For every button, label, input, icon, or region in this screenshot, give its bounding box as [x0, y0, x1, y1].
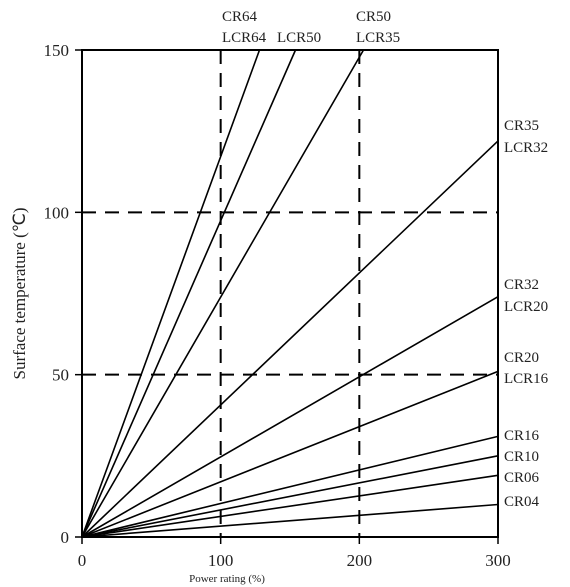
series-label: LCR50 [277, 30, 321, 46]
series-line [81, 49, 261, 538]
y-tick-label: 150 [44, 41, 70, 60]
series-label: LCR64 [222, 30, 267, 46]
y-tick-label: 0 [61, 528, 70, 547]
y-tick-label: 100 [44, 203, 70, 222]
series-label: CR64 [222, 9, 258, 25]
series-lines [81, 49, 499, 538]
x-tick-label: 0 [78, 551, 87, 570]
axis-ticks: 0 100 200 300 0 50 100 150 [44, 41, 511, 570]
plot-frame [81, 49, 499, 538]
series-line [81, 474, 499, 538]
series-label: CR16 [504, 428, 540, 444]
series-label: CR35 [504, 118, 539, 134]
series-label: LCR20 [504, 299, 548, 315]
series-label: LCR32 [504, 140, 548, 156]
series-label: LCR35 [356, 30, 400, 46]
series-label: CR06 [504, 470, 540, 486]
series-line [81, 370, 499, 538]
series-line [81, 435, 499, 538]
series-label: CR20 [504, 350, 539, 366]
series-label: CR10 [504, 449, 539, 465]
series-label: CR32 [504, 277, 539, 293]
x-tick-label: 300 [485, 551, 511, 570]
series-line [81, 503, 499, 538]
series-line [81, 49, 297, 538]
series-line [81, 296, 499, 538]
series-line [81, 455, 499, 538]
series-line [81, 140, 499, 538]
series-labels: CR64 LCR64 LCR50 CR50 LCR35 CR35 LCR32 CR32 LCR2… [222, 9, 549, 510]
series-label: CR50 [356, 9, 391, 25]
x-tick-label: 200 [347, 551, 373, 570]
series-line [81, 49, 365, 538]
y-tick-label: 50 [52, 366, 69, 385]
grid-lines [82, 50, 498, 537]
x-axis-title: Power rating (%) [189, 573, 265, 585]
series-label: LCR16 [504, 371, 549, 387]
x-tick-label: 100 [208, 551, 234, 570]
y-axis-title: Surface temperature (℃) [10, 207, 29, 379]
series-label: CR04 [504, 494, 540, 510]
